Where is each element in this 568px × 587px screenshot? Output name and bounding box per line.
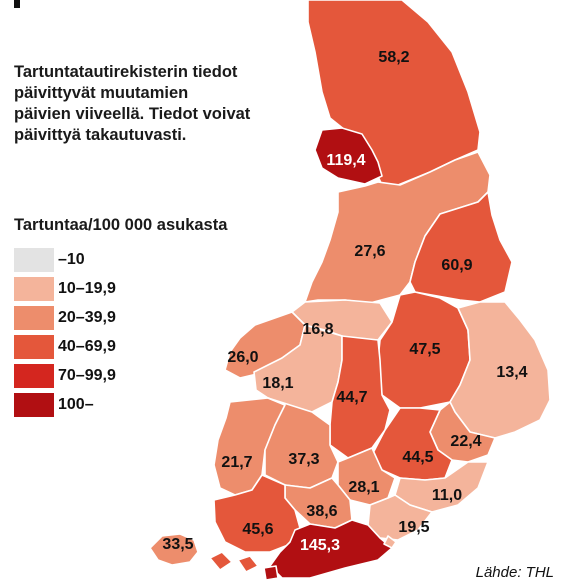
- region-value-ita-savo: 22,4: [450, 433, 481, 450]
- legend-swatch: [14, 277, 54, 301]
- legend-item: 20–39,9: [14, 306, 116, 330]
- region-pohjois-pohjanmaa: [304, 151, 491, 304]
- island-2: [263, 565, 279, 581]
- region-value-keski-suomi: 44,7: [336, 389, 367, 406]
- region-value-pirkanmaa: 37,3: [288, 451, 319, 468]
- region-value-keski-pohjanmaa: 16,8: [302, 321, 333, 338]
- region-lansi-pohja: [314, 127, 383, 185]
- region-value-etela-savo: 44,5: [402, 449, 433, 466]
- region-value-pohjois-karjala: 13,4: [496, 364, 527, 381]
- legend-item: –10: [14, 248, 116, 272]
- source-credit: Lähde: THL: [475, 564, 554, 581]
- region-value-lappi: 58,2: [378, 49, 409, 66]
- note-line-4: päivittyä takautuvasti.: [14, 126, 187, 144]
- legend-label: 20–39,9: [58, 309, 116, 326]
- legend-swatch: [14, 248, 54, 272]
- region-value-pohjois-savo: 47,5: [409, 341, 440, 358]
- region-hus: [269, 519, 393, 579]
- island-1: [237, 555, 259, 573]
- legend-label: 100–: [58, 396, 94, 413]
- legend: –10 10–19,9 20–39,9 40–69,9 70–99,9 100–: [14, 248, 116, 422]
- legend-swatch: [14, 364, 54, 388]
- region-value-lansi-pohja: 119,4: [326, 152, 365, 169]
- legend-label: 70–99,9: [58, 367, 116, 384]
- region-value-pohjois-pohjanmaa: 27,6: [354, 243, 385, 260]
- region-value-paijat-hame: 28,1: [348, 479, 379, 496]
- legend-item: 100–: [14, 393, 116, 417]
- region-ahvenanmaa: [149, 533, 199, 566]
- region-value-vaasa: 26,0: [227, 349, 258, 366]
- legend-title: Tartuntaa/100 000 asukasta: [14, 216, 228, 234]
- region-value-kymenlaakso: 19,5: [398, 519, 429, 536]
- legend-label: 40–69,9: [58, 338, 116, 355]
- note-line-2: päivittyvät muutamien: [14, 84, 189, 102]
- legend-swatch: [14, 393, 54, 417]
- island-0: [209, 551, 233, 571]
- legend-item: 40–69,9: [14, 335, 116, 359]
- update-note: Tartuntatautirekisterin tiedot päivittyv…: [14, 62, 274, 146]
- region-value-etela-karjala: 11,0: [432, 487, 462, 504]
- region-varsinais-suomi: [213, 474, 301, 553]
- island-3: [383, 535, 397, 549]
- legend-item: 70–99,9: [14, 364, 116, 388]
- note-line-3: päivien viiveellä. Tiedot voivat: [14, 105, 251, 123]
- region-value-kainuu: 60,9: [441, 257, 472, 274]
- legend-label: –10: [58, 251, 85, 268]
- region-value-etela-pohjanmaa: 18,1: [262, 375, 293, 392]
- header-rule-mark: [14, 0, 20, 8]
- note-line-1: Tartuntatautirekisterin tiedot: [14, 63, 238, 81]
- region-value-kanta-hame: 38,6: [306, 503, 337, 520]
- region-value-varsinais-suomi: 45,6: [242, 521, 273, 538]
- legend-label: 10–19,9: [58, 280, 116, 297]
- region-value-satakunta: 21,7: [221, 454, 252, 471]
- legend-item: 10–19,9: [14, 277, 116, 301]
- region-value-ahvenanmaa: 33,5: [162, 536, 193, 553]
- region-kainuu: [409, 191, 513, 303]
- legend-swatch: [14, 306, 54, 330]
- region-pohjois-karjala: [449, 301, 551, 439]
- legend-swatch: [14, 335, 54, 359]
- region-value-hus: 145,3: [300, 537, 340, 554]
